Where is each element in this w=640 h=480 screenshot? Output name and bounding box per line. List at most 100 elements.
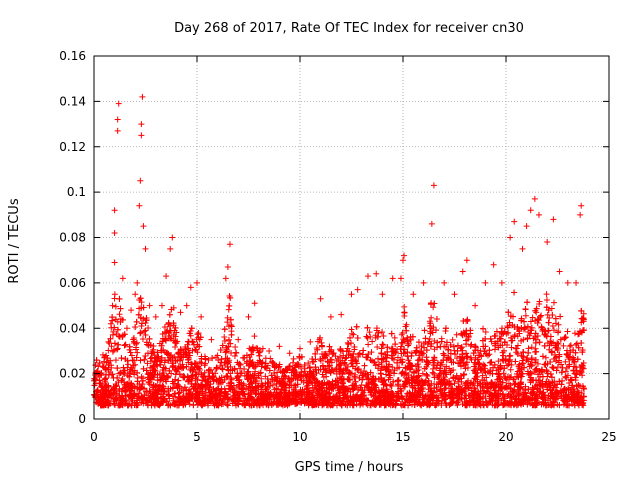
data-point bbox=[569, 354, 576, 361]
data-point bbox=[542, 361, 549, 368]
data-point bbox=[418, 343, 425, 350]
data-point bbox=[175, 402, 182, 409]
data-point bbox=[333, 365, 340, 372]
data-point bbox=[134, 349, 141, 356]
data-point bbox=[188, 325, 195, 332]
data-point bbox=[344, 345, 351, 352]
data-point bbox=[501, 384, 508, 391]
data-point bbox=[572, 374, 579, 381]
data-point bbox=[240, 382, 247, 389]
data-point bbox=[373, 327, 380, 334]
data-point bbox=[380, 332, 387, 339]
data-point bbox=[281, 369, 288, 376]
data-point bbox=[521, 389, 528, 396]
data-point bbox=[186, 349, 193, 356]
data-point bbox=[401, 303, 408, 310]
data-point bbox=[170, 393, 177, 400]
data-point bbox=[286, 390, 293, 397]
data-point bbox=[150, 363, 157, 370]
data-point bbox=[319, 343, 326, 350]
data-point bbox=[481, 377, 488, 384]
data-point bbox=[364, 324, 371, 331]
data-point bbox=[149, 348, 156, 355]
data-point bbox=[501, 339, 508, 346]
data-point bbox=[111, 291, 118, 298]
data-point bbox=[566, 343, 573, 350]
data-point bbox=[186, 376, 193, 383]
data-point bbox=[190, 402, 197, 409]
data-point bbox=[531, 333, 538, 340]
data-point bbox=[403, 327, 410, 334]
data-point bbox=[258, 400, 265, 407]
data-point bbox=[379, 341, 386, 348]
data-point bbox=[178, 347, 185, 354]
data-point bbox=[353, 360, 360, 367]
data-point bbox=[180, 364, 187, 371]
data-point bbox=[501, 347, 508, 354]
data-point bbox=[141, 328, 148, 335]
data-point bbox=[412, 349, 419, 356]
data-point bbox=[243, 352, 250, 359]
data-point bbox=[424, 373, 431, 380]
data-point bbox=[116, 392, 123, 399]
data-point bbox=[580, 393, 587, 400]
data-point bbox=[245, 362, 252, 369]
data-point bbox=[324, 358, 331, 365]
data-point bbox=[227, 294, 234, 301]
data-point bbox=[101, 378, 108, 385]
data-point bbox=[552, 342, 559, 349]
data-point bbox=[384, 366, 391, 373]
data-point bbox=[431, 346, 438, 353]
data-point bbox=[424, 392, 431, 399]
data-point bbox=[146, 388, 153, 395]
data-point bbox=[271, 370, 278, 377]
data-point bbox=[427, 320, 434, 327]
data-point bbox=[489, 398, 496, 405]
data-point bbox=[317, 334, 324, 341]
data-point bbox=[326, 343, 333, 350]
data-point bbox=[411, 385, 418, 392]
data-point bbox=[225, 366, 232, 373]
data-point bbox=[107, 357, 114, 364]
data-point bbox=[297, 363, 304, 370]
data-point bbox=[474, 347, 481, 354]
data-point bbox=[501, 365, 508, 372]
data-point bbox=[423, 371, 430, 378]
data-point bbox=[466, 392, 473, 399]
data-point bbox=[547, 333, 554, 340]
data-point bbox=[178, 386, 185, 393]
data-point bbox=[522, 312, 529, 319]
data-point bbox=[442, 384, 449, 391]
data-point bbox=[378, 377, 385, 384]
data-point bbox=[512, 396, 519, 403]
data-point bbox=[555, 321, 562, 328]
data-point bbox=[219, 365, 226, 372]
data-point bbox=[571, 330, 578, 337]
data-point bbox=[133, 318, 140, 325]
data-point bbox=[249, 361, 256, 368]
data-point bbox=[550, 365, 557, 372]
data-point bbox=[542, 397, 549, 404]
data-point bbox=[175, 350, 182, 357]
data-point bbox=[162, 357, 169, 364]
data-point bbox=[539, 353, 546, 360]
data-point bbox=[395, 354, 402, 361]
data-point bbox=[207, 367, 214, 374]
data-point bbox=[139, 336, 146, 343]
data-point bbox=[221, 333, 228, 340]
data-point bbox=[548, 305, 555, 312]
data-point bbox=[421, 344, 428, 351]
data-point bbox=[549, 311, 556, 318]
data-point bbox=[557, 313, 564, 320]
data-point bbox=[396, 364, 403, 371]
data-point bbox=[355, 353, 362, 360]
data-point bbox=[120, 379, 127, 386]
data-point bbox=[345, 341, 352, 348]
data-point bbox=[543, 368, 550, 375]
data-point bbox=[453, 331, 460, 338]
data-point bbox=[127, 349, 134, 356]
data-point bbox=[562, 358, 569, 365]
data-point bbox=[467, 343, 474, 350]
data-point bbox=[161, 323, 168, 330]
data-point bbox=[221, 338, 228, 345]
